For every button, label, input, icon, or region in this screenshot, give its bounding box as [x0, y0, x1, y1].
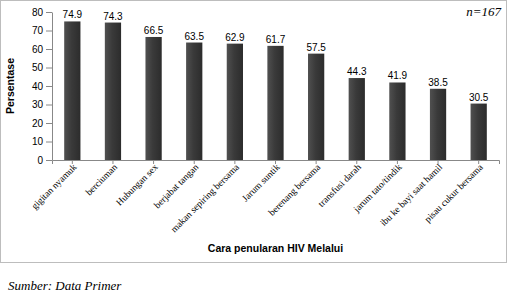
y-tick: 40	[32, 81, 52, 92]
y-tick: 30	[32, 99, 52, 110]
y-tick-label: 60	[32, 44, 44, 55]
y-tick: 80	[32, 7, 52, 18]
y-axis-line	[52, 13, 53, 161]
bar	[349, 78, 365, 160]
y-tick: 10	[32, 136, 52, 147]
data-label: 62.9	[225, 32, 245, 43]
annotation: n=167	[466, 4, 501, 19]
y-axis: 0 10 20 30 40 50 60 70 80	[32, 7, 53, 166]
x-tick-label: Hubungan sex	[114, 162, 160, 208]
x-tick: Jarum suntik	[240, 160, 282, 204]
x-tick-label: Jarum suntik	[240, 162, 282, 204]
y-tick: 70	[32, 25, 52, 36]
y-tick-mark	[46, 105, 52, 106]
bar	[186, 43, 202, 160]
y-tick: 50	[32, 62, 52, 73]
chart-frame	[1, 1, 507, 263]
x-tick: Hubungan sex	[114, 160, 160, 208]
x-tick-label: gigitan nyamuk	[30, 162, 79, 211]
x-tick: makan sepiring bersama	[169, 160, 242, 234]
x-axis-title: Cara penularan HIV Melalui	[208, 242, 343, 254]
data-labels: 74.9 74.3 66.5 63.5 62.9 61.7 57.5 44.3 41.9 38.5…	[63, 9, 489, 102]
y-tick: 60	[32, 44, 52, 55]
data-label: 61.7	[266, 34, 286, 45]
y-tick-mark	[46, 123, 52, 124]
bar	[105, 23, 121, 160]
data-label: 74.9	[63, 9, 83, 20]
x-tick: gigitan nyamuk	[30, 160, 79, 211]
bar	[64, 21, 80, 160]
y-tick-label: 10	[32, 136, 44, 147]
x-tick: berciuman	[84, 160, 120, 197]
x-tick-label: pisau cukur bersama	[423, 161, 486, 224]
y-tick-label: 80	[32, 7, 44, 18]
x-axis: gigitan nyamukberciumanHubungan sexberja…	[30, 160, 500, 234]
x-tick: pisau cukur bersama	[423, 160, 486, 224]
y-tick-mark	[46, 86, 52, 87]
y-tick: 20	[32, 118, 52, 129]
y-tick: 0	[37, 155, 52, 166]
data-label: 74.3	[103, 11, 123, 22]
data-label: 30.5	[469, 92, 489, 103]
data-label: 63.5	[184, 31, 204, 42]
bar	[430, 89, 446, 160]
y-tick-label: 30	[32, 99, 44, 110]
y-tick-label: 20	[32, 118, 44, 129]
y-axis-title: Persentase	[4, 58, 16, 114]
bar	[227, 44, 243, 160]
x-tick-label: makan sepiring bersama	[169, 161, 242, 234]
y-tick-mark	[46, 68, 52, 69]
bar	[145, 37, 161, 160]
x-tick: berenang bersama	[267, 160, 323, 218]
data-label: 38.5	[428, 77, 448, 88]
y-tick-mark	[46, 12, 52, 13]
data-label: 57.5	[306, 42, 326, 53]
data-label: 44.3	[347, 66, 367, 77]
bars	[64, 21, 487, 160]
x-tick-label: berenang bersama	[267, 161, 323, 217]
chart: 0 10 20 30 40 50 60 70 80 gigitan nyamukberciuman…	[0, 0, 507, 303]
bar	[471, 104, 487, 160]
y-tick-mark	[46, 31, 52, 32]
y-tick-mark	[46, 160, 52, 161]
source-note: Sumber: Data Primer	[8, 278, 122, 293]
bar	[308, 54, 324, 160]
y-tick-label: 50	[32, 62, 44, 73]
y-tick-mark	[46, 49, 52, 50]
x-tick-label: berciuman	[84, 162, 120, 198]
data-label: 66.5	[144, 25, 164, 36]
y-tick-mark	[46, 142, 52, 143]
y-tick-label: 0	[37, 155, 43, 166]
y-tick-label: 70	[32, 25, 44, 36]
data-label: 41.9	[388, 70, 408, 81]
y-tick-label: 40	[32, 81, 44, 92]
bar	[267, 46, 283, 160]
bar	[389, 82, 405, 160]
plot: 0 10 20 30 40 50 60 70 80 gigitan nyamukberciuman…	[30, 7, 500, 235]
